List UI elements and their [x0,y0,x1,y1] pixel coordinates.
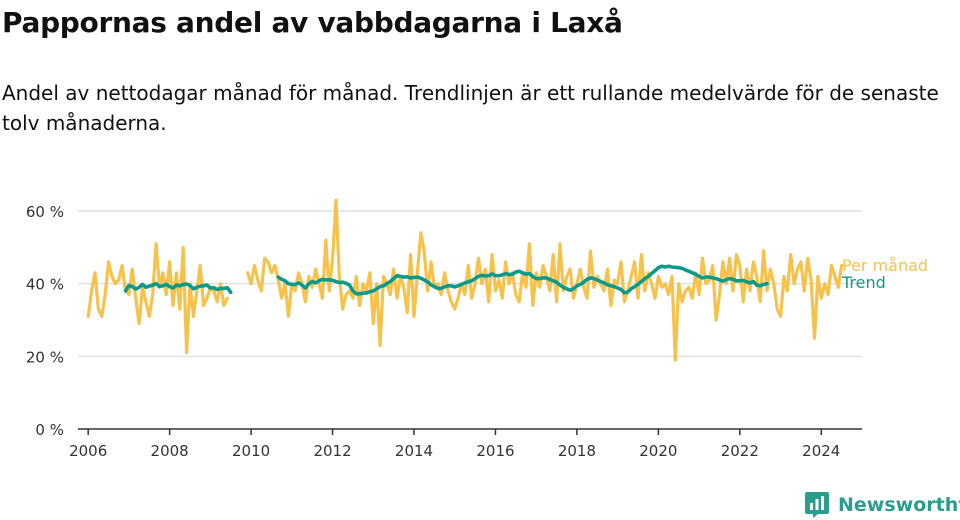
series-label-trend: Trend [841,273,886,292]
grid-lines: 0 % 20 % 40 % 60 % [26,203,862,439]
y-tick-label: 0 % [35,421,64,439]
y-tick-label: 20 % [26,348,64,366]
x-tick-label: 2020 [639,442,677,460]
trend-series-line [276,264,769,296]
x-axis: 2006 2008 2010 2012 2014 2016 2018 2020 2022 2024 [69,428,862,460]
x-tick-label: 2008 [151,442,189,460]
x-tick-label: 2012 [313,442,351,460]
x-tick-label: 2006 [69,442,107,460]
y-tick-label: 60 % [26,203,64,221]
monthly-series-line [246,198,844,362]
trend-series-line [123,281,233,295]
line-chart: 0 % 20 % 40 % 60 % 2006 2008 2010 2012 2014 2016… [26,198,928,460]
x-tick-label: 2010 [232,442,270,460]
x-tick-label: 2018 [558,442,596,460]
brand-name: Newsworthy [838,494,960,516]
x-tick-label: 2016 [476,442,514,460]
newsworthy-logo-icon [805,492,829,518]
x-tick-label: 2022 [721,442,759,460]
series-label-per-manad: Per månad [842,256,928,275]
chart-subtitle: Andel av nettodagar månad för månad. Tre… [2,81,939,135]
x-tick-label: 2014 [395,442,433,460]
chart-title: Pappornas andel av vabbdagarna i Laxå [2,6,623,39]
x-tick-label: 2024 [802,442,840,460]
y-tick-label: 40 % [26,276,64,294]
series-lines [86,198,844,362]
newsworthy-brand[interactable]: Newsworthy [804,490,960,520]
monthly-series-line [86,242,229,355]
